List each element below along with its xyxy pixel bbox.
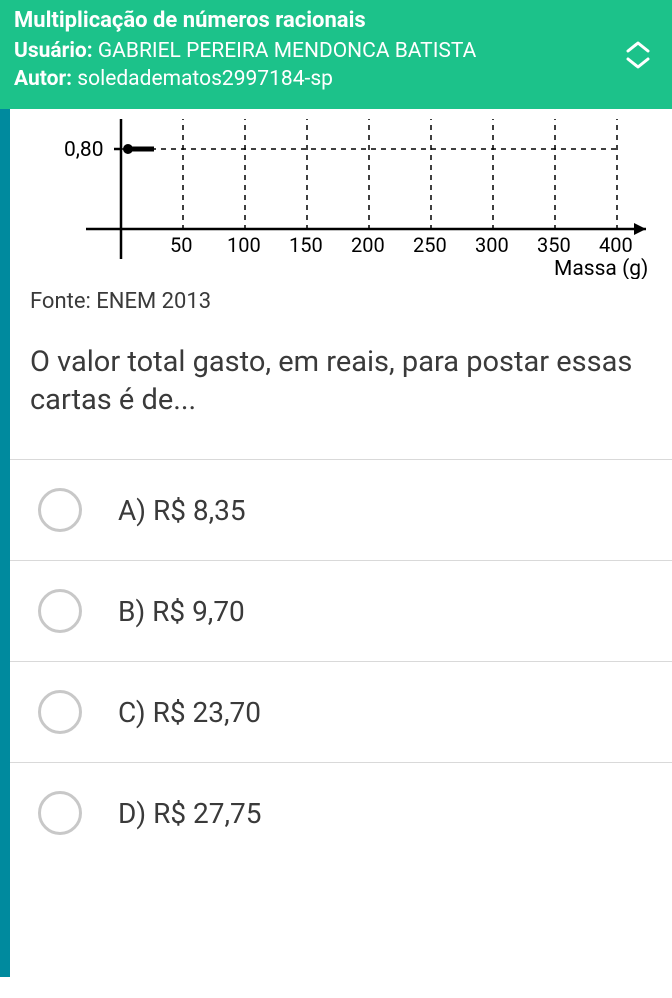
radio-icon[interactable]	[38, 589, 82, 633]
usuario-label: Usuário:	[14, 39, 93, 63]
usuario-value: GABRIEL PEREIRA MENDONCA BATISTA	[98, 39, 476, 63]
option-label: B) R$ 9,70	[118, 595, 245, 628]
option-b[interactable]: B) R$ 9,70	[10, 560, 672, 661]
y-tick-label: 0,80	[64, 138, 104, 162]
option-label: C) R$ 23,70	[118, 696, 261, 729]
x-tick-2: 150	[289, 233, 323, 257]
chart-svg: 0,80 50 100 150 200 250 300 350 400 Mass…	[26, 119, 656, 279]
chart-figure: 0,80 50 100 150 200 250 300 350 400 Mass…	[10, 109, 672, 279]
x-tick-5: 300	[475, 233, 509, 257]
option-label: D) R$ 27,75	[118, 797, 261, 830]
question-text: O valor total gasto, em reais, para post…	[10, 314, 672, 459]
radio-icon[interactable]	[38, 791, 82, 835]
option-label: A) R$ 8,35	[118, 494, 246, 527]
autor-line: Autor: soledadematos2997184-sp	[14, 67, 658, 91]
option-a[interactable]: A) R$ 8,35	[10, 459, 672, 560]
usuario-line: Usuário: GABRIEL PEREIRA MENDONCA BATIST…	[14, 39, 658, 63]
x-tick-3: 200	[351, 233, 385, 257]
x-tick-6: 350	[537, 233, 571, 257]
content: 0,80 50 100 150 200 250 300 350 400 Mass…	[0, 109, 672, 977]
option-c[interactable]: C) R$ 23,70	[10, 661, 672, 762]
header: Multiplicação de números racionais Usuár…	[0, 0, 672, 109]
radio-icon[interactable]	[38, 690, 82, 734]
x-tick-4: 250	[413, 233, 447, 257]
source-citation: Fonte: ENEM 2013	[10, 279, 672, 314]
x-tick-7: 400	[599, 233, 633, 257]
option-d[interactable]: D) R$ 27,75	[10, 762, 672, 863]
radio-icon[interactable]	[38, 488, 82, 532]
x-tick-0: 50	[170, 233, 192, 257]
expand-collapse-icon[interactable]	[620, 37, 656, 73]
autor-label: Autor:	[14, 67, 72, 91]
x-axis-label: Massa (g)	[554, 257, 648, 279]
quiz-title: Multiplicação de números racionais	[14, 8, 658, 33]
x-tick-1: 100	[227, 233, 261, 257]
autor-value: soledadematos2997184-sp	[77, 67, 333, 91]
